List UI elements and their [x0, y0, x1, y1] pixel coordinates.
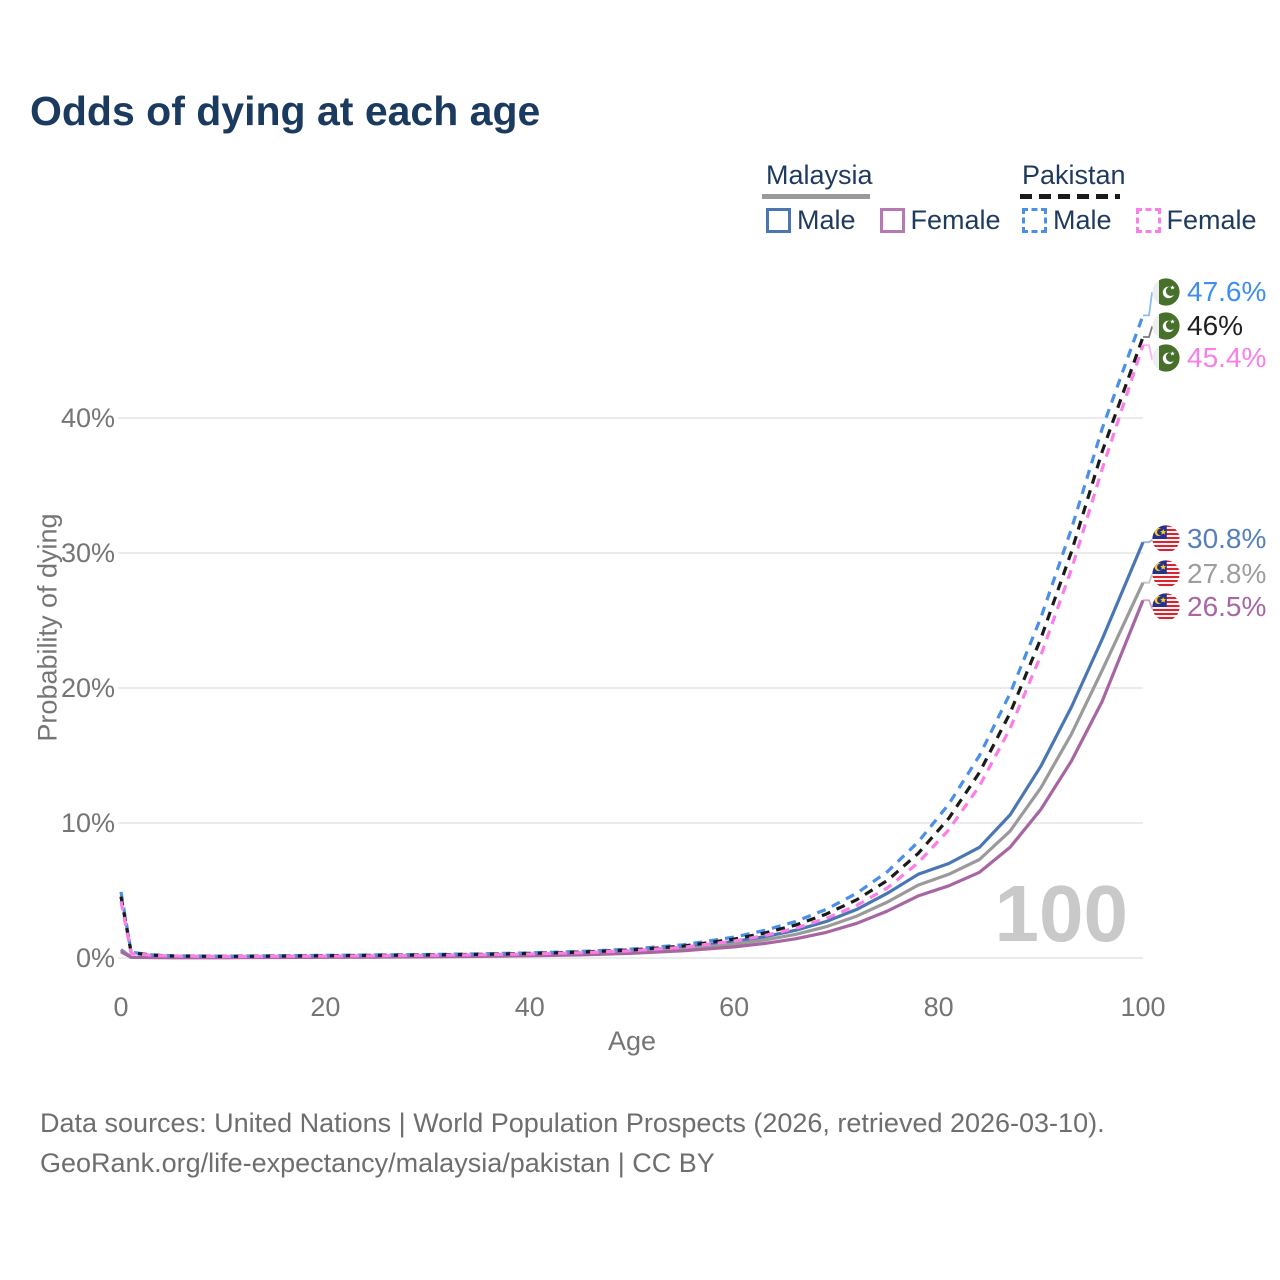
legend-label-pakistan-female[interactable]: Female — [1166, 205, 1257, 235]
x-tick-label: 20 — [310, 992, 341, 1022]
legend-label-malaysia-female[interactable]: Female — [910, 205, 1001, 235]
end-label-malaysia-total: 27.8% — [1152, 558, 1266, 590]
malaysia-solid-line-swatch — [762, 194, 870, 199]
series-line-pakistan-male[interactable] — [119, 314, 1145, 958]
legend-row-pakistan: Male Female — [1022, 205, 1257, 236]
pakistan-flag-icon — [1152, 344, 1180, 372]
end-label-value: 45.4% — [1187, 342, 1267, 373]
end-label-value: 47.6% — [1187, 276, 1267, 307]
end-label-pakistan-total: 46% — [1152, 310, 1243, 342]
x-axis-title: Age — [607, 1026, 657, 1056]
end-label-value: 26.5% — [1187, 591, 1267, 622]
data-sources-text: Data sources: United Nations | World Pop… — [40, 1108, 1105, 1138]
series-line-pakistan-female[interactable] — [119, 344, 1145, 959]
malaysia-female-swatch[interactable] — [879, 208, 905, 233]
pakistan-male-swatch[interactable] — [1022, 208, 1047, 233]
end-label-malaysia-female: 26.5% — [1152, 591, 1266, 623]
age-watermark: 100 — [994, 869, 1128, 958]
legend-group-pakistan-title[interactable]: Pakistan — [1022, 160, 1126, 190]
y-tick-label: 0% — [75, 943, 115, 973]
page-title: Odds of dying at each age — [30, 88, 541, 134]
x-tick-label: 60 — [719, 992, 750, 1022]
y-tick-label: 20% — [60, 673, 115, 703]
legend-row-malaysia: Male Female — [766, 205, 1001, 236]
y-tick-label: 10% — [60, 808, 115, 838]
pakistan-dashed-line-swatch — [1020, 194, 1120, 199]
end-label-value: 46% — [1187, 310, 1244, 341]
pakistan-flag-icon — [1152, 278, 1180, 306]
x-tick-label: 40 — [514, 992, 545, 1022]
y-tick-label: 30% — [60, 538, 115, 568]
x-tick-label: 0 — [113, 992, 129, 1022]
end-label-pakistan-female: 45.4% — [1152, 342, 1266, 374]
end-label-value: 27.8% — [1187, 558, 1267, 589]
malaysia-flag-icon — [1152, 525, 1180, 553]
attribution-link-text[interactable]: GeoRank.org/life-expectancy/malaysia/pak… — [40, 1148, 715, 1178]
malaysia-flag-icon — [1152, 560, 1180, 588]
end-label-value: 30.8% — [1187, 523, 1267, 554]
malaysia-male-swatch[interactable] — [766, 208, 791, 233]
legend-label-malaysia-male[interactable]: Male — [797, 205, 856, 235]
end-label-malaysia-male: 30.8% — [1152, 523, 1266, 555]
y-tick-label: 40% — [60, 403, 115, 433]
pakistan-female-swatch[interactable] — [1135, 208, 1161, 233]
end-label-pakistan-male: 47.6% — [1152, 276, 1266, 308]
x-tick-label: 80 — [923, 992, 954, 1022]
legend-group-malaysia-title[interactable]: Malaysia — [766, 160, 873, 190]
pakistan-flag-icon — [1152, 312, 1180, 340]
x-tick-label: 100 — [1120, 992, 1166, 1022]
y-axis-title: Probability of dying — [32, 513, 63, 742]
legend-label-pakistan-male[interactable]: Male — [1053, 205, 1112, 235]
malaysia-flag-icon — [1152, 593, 1180, 621]
